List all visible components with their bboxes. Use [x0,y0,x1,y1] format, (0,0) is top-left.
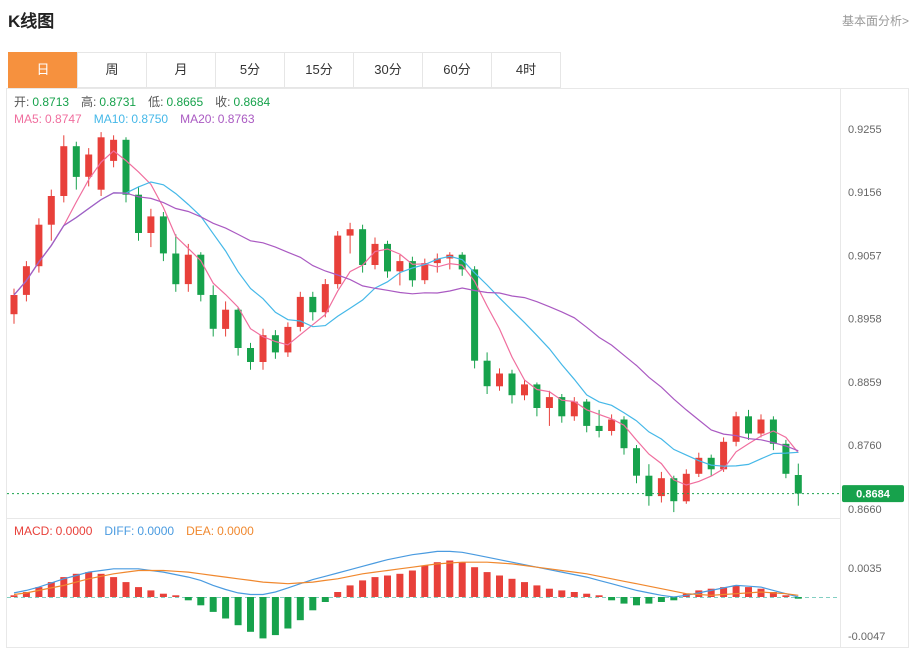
macd-pane: 0.0035 -0.0047 [7,550,885,643]
svg-text:-0.0047: -0.0047 [848,631,885,643]
interval-tab-4[interactable]: 15分 [284,52,354,88]
legend-item: 收: 0.8684 [215,95,271,109]
svg-text:0.9057: 0.9057 [848,250,882,262]
legend-item: MA5: 0.8747 [14,112,82,126]
svg-text:0.8760: 0.8760 [848,440,882,452]
ma20-line [13,192,799,452]
svg-text:0.0035: 0.0035 [848,563,882,575]
diff-line [13,550,799,598]
interval-tab-6[interactable]: 60分 [422,52,492,88]
svg-text:0.8684: 0.8684 [856,489,891,501]
price-axis-labels: 0.9255 0.9156 0.9057 0.8958 0.8859 0.8760 0.86… [848,124,882,516]
interval-tab-0[interactable]: 日 [8,52,78,88]
legend-item: DIFF: 0.0000 [104,524,175,538]
fundamental-analysis-link[interactable]: 基本面分析> [841,14,909,28]
interval-tab-7[interactable]: 4时 [491,52,561,88]
dea-line [13,561,799,596]
ohlc-legend: 开: 0.8713 高: 0.8731 低: 0.8665 收: 0.8684 [14,93,270,110]
interval-tabs: 日周月 5分 15分 30分 60分 4时 [8,52,561,88]
legend-item: DEA: 0.0000 [186,524,254,538]
svg-text:0.9255: 0.9255 [848,124,882,136]
ma10-line [13,181,799,467]
ma-lines-group [13,150,799,486]
chart-frame [6,88,909,648]
legend-item: 高: 0.8731 [81,95,137,109]
macd-legend: MACD: 0.0000 DIFF: 0.0000 DEA: 0.0000 [14,524,254,538]
ma-legend: MA5: 0.8747 MA10: 0.8750 MA20: 0.8763 [14,112,255,126]
legend-item: 低: 0.8665 [148,95,204,109]
kline-chart-canvas[interactable]: 0.8684 0.9255 0.9156 0.9057 0.8958 0.8859 0.87… [0,88,915,649]
current-price-badge: 0.8684 [842,485,904,503]
legend-item: MA20: 0.8763 [180,112,255,126]
candles-group [10,132,802,513]
page-title: K线图 [8,12,55,31]
svg-text:0.8660: 0.8660 [848,504,882,516]
svg-text:0.8958: 0.8958 [848,314,882,326]
interval-tab-5[interactable]: 30分 [353,52,423,88]
interval-tab-3[interactable]: 5分 [215,52,285,88]
legend-item: MACD: 0.0000 [14,524,93,538]
interval-tab-2[interactable]: 月 [146,52,216,88]
legend-item: 开: 0.8713 [14,95,70,109]
legend-item: MA10: 0.8750 [93,112,169,126]
ma5-line [13,150,799,486]
svg-text:0.8859: 0.8859 [848,377,882,389]
svg-text:0.9156: 0.9156 [848,187,882,199]
interval-tab-1[interactable]: 周 [77,52,147,88]
